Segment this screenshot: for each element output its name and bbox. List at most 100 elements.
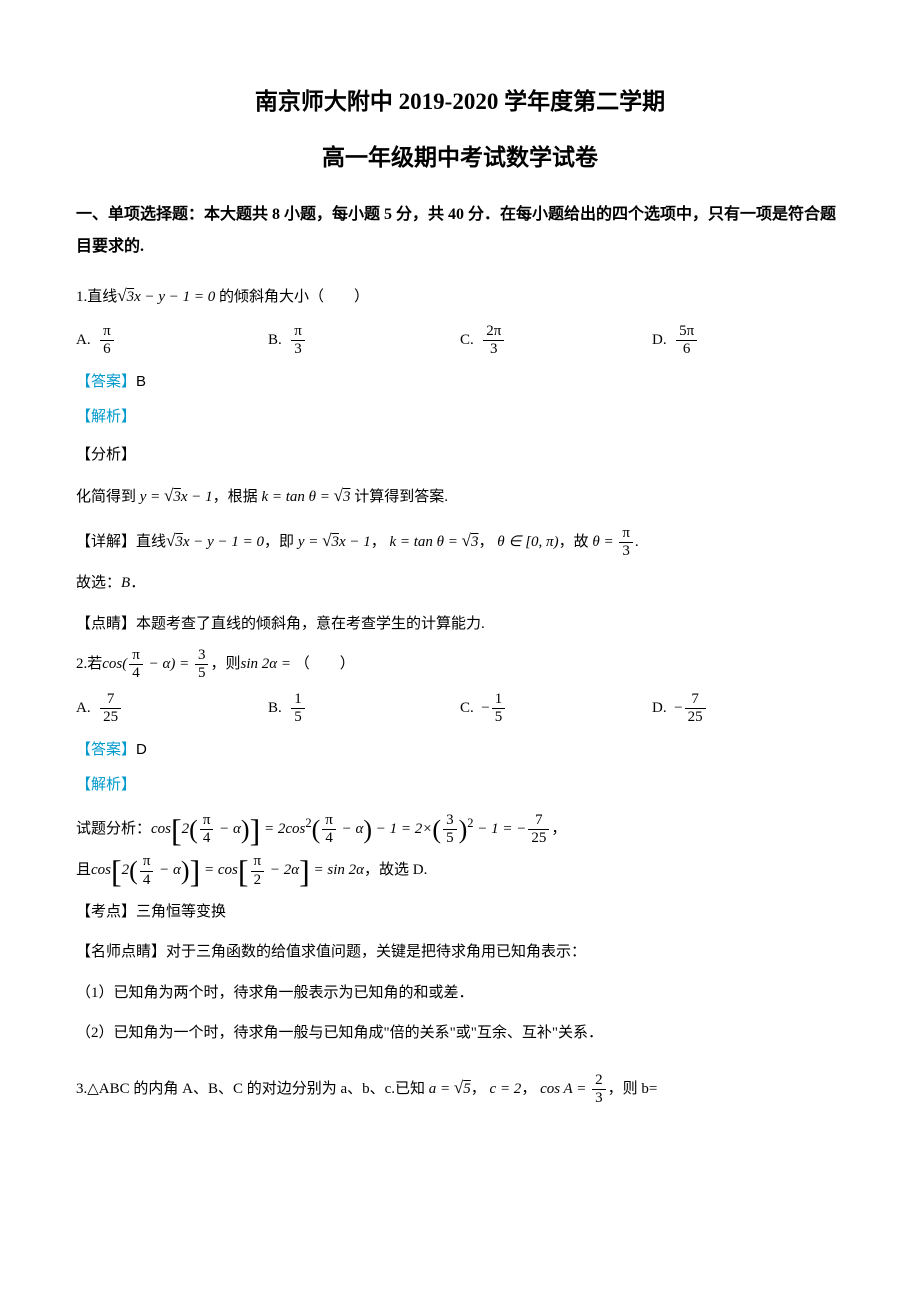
f725n: 7 [528,812,549,830]
q2-mid: ，则 [210,656,240,672]
opt-b-label: B. [268,326,282,355]
q3-t4: ，则 b= [608,1081,658,1097]
f35d: 5 [195,665,209,682]
d1: x − y − 1 = 0 [183,534,264,550]
title-sub: 高一年级期中考试数学试卷 [76,136,844,180]
p2d: 2 [251,872,265,889]
q1-fenxi-text: 化简得到 y = √3x − 1，根据 k = tan θ = √3 计算得到答… [76,476,844,515]
section-header: 一、单项选择题：本大题共 8 小题，每小题 5 分，共 40 分．在每小题给出的… [76,199,844,263]
f35n: 3 [195,647,209,665]
q2-item1: （1）已知角为两个时，待求角一般表示为已知角的和或差． [76,976,844,1011]
q3fd: 3 [592,1090,606,1107]
q2-suffix: （ ） [295,656,355,672]
d7: . [635,534,639,550]
q1-options: A. π6 B. π3 C. 2π3 D. 5π6 [76,323,844,359]
q3-c: c = 2 [490,1081,522,1097]
fb-num: 1 [291,691,305,709]
opt-b-label: B. [268,694,282,723]
fb-num: π [291,323,305,341]
opt-a-label: A. [76,326,91,355]
l2suf: ，故选 D. [364,863,427,879]
pi4n: π [129,647,143,665]
q2-analysis-label: 【解析】 [76,771,844,800]
q2-prefix: 2.若 [76,656,102,672]
l2pre: 且 [76,863,91,879]
q3-t1: 3.△ABC 的内角 A、B、C 的对边分别为 a、b、c.已知 [76,1081,425,1097]
q1-opt-d: D. 5π6 [652,323,844,359]
q2-opt-a: A. 725 [76,691,268,727]
p4d3: 4 [140,872,154,889]
q1-analysis-label: 【解析】 [76,403,844,432]
detail-label: 【详解】直线 [76,534,166,550]
q1-guxuan: 故选：B． [76,566,844,601]
p4n: π [200,812,214,830]
fb-den: 3 [291,341,305,358]
fenxi-pre: 试题分析： [76,821,151,837]
q2-opt-d: D. − 725 [652,691,844,727]
q1-expr: x − y − 1 = 0 [134,289,215,305]
q3-text: 3.△ABC 的内角 A、B、C 的对边分别为 a、b、c.已知 a = √5，… [76,1069,844,1107]
opt-a-label: A. [76,694,91,723]
q2-fenxi-line2: 且cos[2(π4 − α)] = cos[π2 − 2α] = sin 2α，… [76,853,844,889]
fenxi-2: ，根据 [213,489,258,505]
fa-num: π [100,323,114,341]
q2-opt-b: B. 15 [268,691,460,727]
opt-d-label: D. [652,694,667,723]
fc-num: 1 [492,691,506,709]
fb-den: 5 [291,709,305,726]
q1-dianping: 【点睛】本题考查了直线的倾斜角，意在考查学生的计算能力. [76,607,844,642]
d6: ，故 [559,534,589,550]
q2-options: A. 725 B. 15 C. − 15 D. − 725 [76,691,844,727]
q1-suffix: 的倾斜角大小（ ） [219,289,369,305]
answer-value: D [136,741,147,758]
theta-num: π [619,525,633,543]
guxuan-ans: B [121,575,130,591]
pi4d: 4 [129,665,143,682]
answer-label: 【答案】 [76,742,136,758]
q1-detail: 【详解】直线√3x − y − 1 = 0，即 y = √3x − 1， k =… [76,521,844,560]
q3-t3: ， [521,1081,536,1097]
p4d2: 4 [322,830,336,847]
q2-answer: 【答案】D [76,736,844,765]
theta-den: 3 [619,543,633,560]
d4: ， [479,534,494,550]
d3: ， [371,534,386,550]
fa-num: 7 [100,691,121,709]
opt-d-label: D. [652,326,667,355]
title-main: 南京师大附中 2019-2020 学年度第二学期 [76,80,844,124]
q1-fenxi-label: 【分析】 [76,441,844,470]
p2n: π [251,853,265,871]
fc-den: 5 [492,709,506,726]
answer-value: B [136,373,146,390]
q2-fenxi-line1: 试题分析：cos[2(π4 − α)] = 2cos2(π4 − α) − 1 … [76,809,844,847]
fc-den: 3 [483,341,504,358]
fd-num: 7 [685,691,706,709]
f35n2: 3 [443,812,457,830]
q2-item2: （2）已知角为一个时，待求角一般与已知角成"倍的关系"或"互余、互补"关系． [76,1016,844,1051]
q1-opt-a: A. π6 [76,323,268,359]
f35d2: 5 [443,830,457,847]
answer-label: 【答案】 [76,374,136,390]
f725d: 25 [528,830,549,847]
d5: θ ∈ [0, π) [497,534,558,550]
d2: ，即 [264,534,294,550]
q3fn: 2 [592,1072,606,1090]
opt-c-label: C. [460,694,474,723]
fa-den: 6 [100,341,114,358]
fc-num: 2π [483,323,504,341]
p4n3: π [140,853,154,871]
q2-kaodian: 【考点】三角恒等变换 [76,895,844,930]
p4n2: π [322,812,336,830]
q1-opt-b: B. π3 [268,323,460,359]
q2-text: 2.若cos(π4 − α) = 35，则sin 2α = （ ） [76,647,844,683]
fd-num: 5π [676,323,697,341]
fa-den: 25 [100,709,121,726]
fd-den: 25 [685,709,706,726]
q3-a: 5 [463,1081,471,1097]
q1-opt-c: C. 2π3 [460,323,652,359]
opt-c-label: C. [460,326,474,355]
q1-answer: 【答案】B [76,368,844,397]
q2-opt-c: C. − 15 [460,691,652,727]
fd-den: 6 [676,341,697,358]
fenxi-3: 计算得到答案. [354,489,448,505]
